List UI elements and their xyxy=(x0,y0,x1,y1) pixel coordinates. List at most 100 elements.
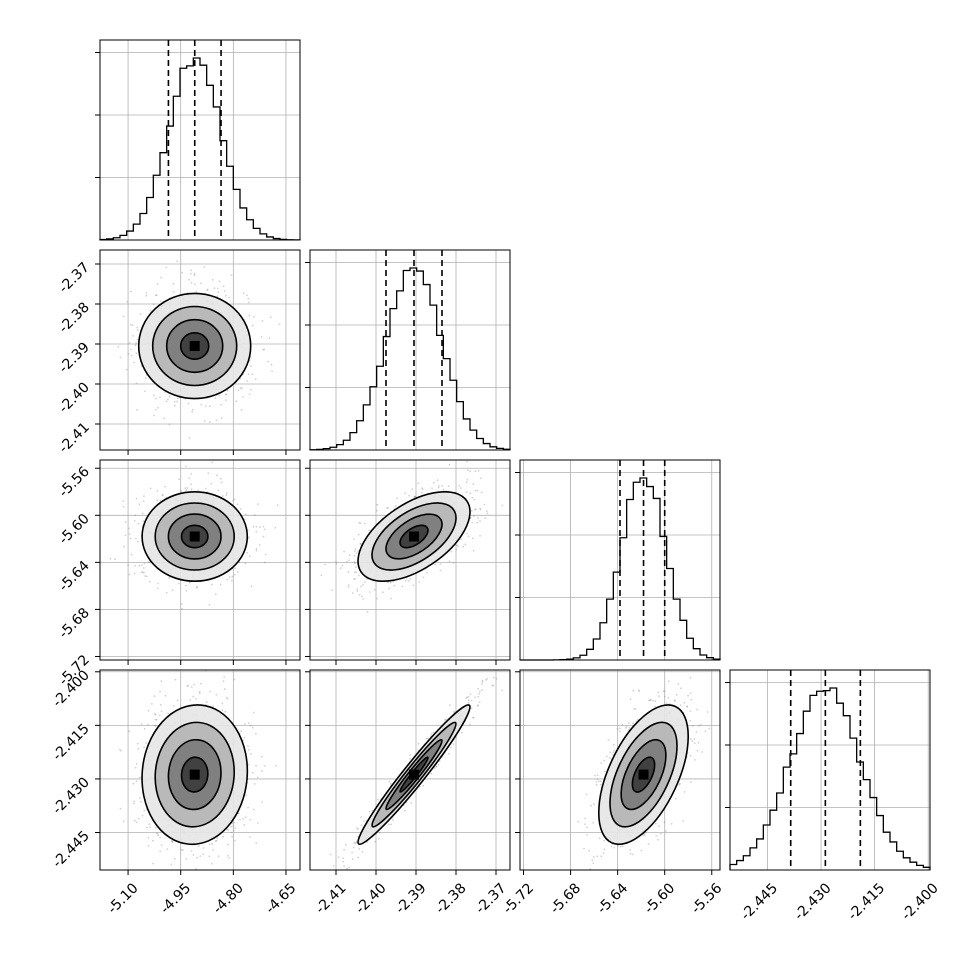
sample-point xyxy=(123,545,125,548)
sample-point xyxy=(412,584,415,587)
sample-point xyxy=(139,313,142,315)
sample-point xyxy=(228,296,231,299)
sample-point xyxy=(361,595,363,598)
sample-point xyxy=(258,544,261,546)
sample-point xyxy=(240,386,243,389)
sample-point xyxy=(331,589,333,591)
contour-level-1 xyxy=(180,524,209,549)
sample-point xyxy=(263,348,266,351)
sample-point xyxy=(190,850,193,852)
sample-point xyxy=(159,690,162,693)
sample-point xyxy=(357,574,360,577)
sample-point xyxy=(249,388,252,391)
sample-point xyxy=(190,488,193,491)
sample-point xyxy=(234,567,236,569)
sample-point xyxy=(151,703,153,705)
sample-point xyxy=(472,549,475,552)
sample-point xyxy=(469,470,471,472)
sample-point xyxy=(481,689,483,691)
sample-point xyxy=(180,489,183,492)
sample-point xyxy=(222,680,225,682)
histogram-panel-2 xyxy=(515,459,721,661)
sample-point xyxy=(227,854,229,857)
sample-point xyxy=(362,820,365,822)
sample-point xyxy=(109,557,112,560)
sample-point xyxy=(143,571,145,574)
sample-point xyxy=(246,380,248,382)
sample-point xyxy=(155,294,158,297)
sample-point xyxy=(386,507,388,509)
sample-point xyxy=(252,525,255,528)
sample-point xyxy=(352,846,355,849)
sample-point xyxy=(247,722,250,724)
sample-point xyxy=(232,825,235,827)
sample-point xyxy=(421,491,423,494)
sample-point xyxy=(142,500,145,502)
sample-point xyxy=(501,504,504,507)
sample-point xyxy=(261,320,264,322)
sample-point xyxy=(343,550,345,553)
sample-point xyxy=(202,847,205,849)
sample-point xyxy=(197,845,200,848)
sample-point xyxy=(218,280,221,283)
contour-level-1 xyxy=(399,524,429,549)
sample-point xyxy=(242,292,245,294)
sample-point xyxy=(341,564,344,567)
sample-point xyxy=(472,483,475,486)
sample-point xyxy=(353,554,356,557)
sample-point xyxy=(226,389,229,392)
sample-point xyxy=(130,553,133,556)
sample-point xyxy=(355,566,357,568)
sample-point xyxy=(227,829,230,832)
sample-point xyxy=(208,843,211,846)
sample-point xyxy=(195,697,197,700)
sample-point xyxy=(147,561,150,563)
sample-point xyxy=(159,836,162,839)
sample-point xyxy=(155,718,158,721)
sample-point xyxy=(165,400,168,403)
sample-point xyxy=(165,591,168,594)
sample-point xyxy=(244,562,247,565)
sample-point xyxy=(320,574,323,577)
sample-point xyxy=(114,558,116,561)
scatter-panel-1-0 xyxy=(95,249,301,455)
sample-point xyxy=(436,479,439,482)
sample-point xyxy=(190,483,193,486)
sample-point xyxy=(448,560,451,563)
sample-point xyxy=(171,841,174,843)
sample-point xyxy=(193,683,196,686)
sample-point xyxy=(196,586,198,589)
sample-point xyxy=(139,797,141,799)
sample-point xyxy=(145,292,148,294)
sample-point xyxy=(129,323,132,326)
sample-point xyxy=(243,824,246,826)
sample-point xyxy=(354,578,357,580)
sample-point xyxy=(153,712,156,715)
sample-point xyxy=(144,377,147,379)
sample-point xyxy=(141,571,144,574)
sample-point xyxy=(190,473,193,475)
sample-point xyxy=(221,702,224,705)
sample-point xyxy=(129,537,132,540)
sample-point xyxy=(230,831,233,834)
sample-point xyxy=(140,800,142,803)
sample-point xyxy=(143,746,146,749)
sample-point xyxy=(120,749,122,752)
sample-point xyxy=(152,839,154,842)
sample-point xyxy=(433,767,436,769)
sample-point xyxy=(363,522,366,525)
sample-point xyxy=(122,505,125,508)
sample-point xyxy=(470,510,473,512)
sample-point xyxy=(228,857,231,859)
sample-point xyxy=(390,597,392,600)
sample-point xyxy=(210,583,213,586)
sample-point xyxy=(149,309,152,312)
sample-point xyxy=(434,563,436,566)
sample-point xyxy=(324,563,326,566)
sample-point xyxy=(135,352,138,355)
sample-point xyxy=(174,404,176,407)
sample-point xyxy=(206,288,209,291)
sample-point xyxy=(185,465,187,468)
sample-point xyxy=(142,567,145,569)
sample-point xyxy=(212,705,215,708)
